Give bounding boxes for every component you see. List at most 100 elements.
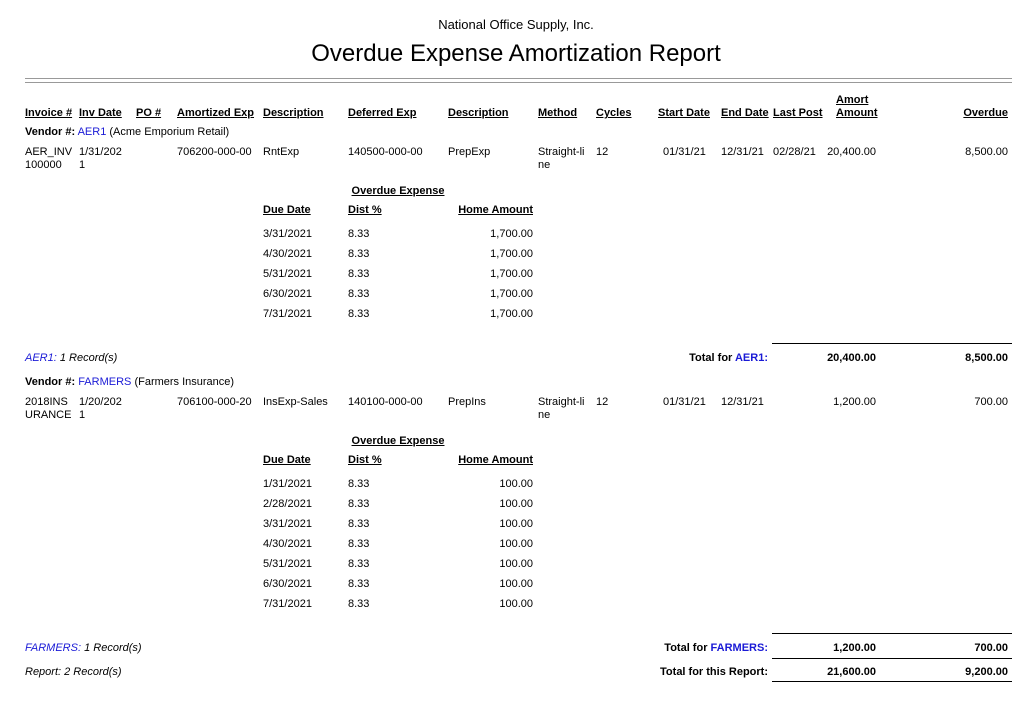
schedule-cell: 4/30/2021 [263,538,312,550]
schedule-cell: 8.33 [348,558,370,570]
invoice-cell: InsExp-Sales [263,396,328,408]
schedule-cell: 100.00 [499,498,533,510]
schedule-cell: 8.33 [348,308,370,320]
schedule-cell: 7/31/2021 [263,308,312,320]
records-code: FARMERS: [25,642,82,654]
vendor-total-amort: 20,400.00 [827,352,876,364]
column-header: Invoice # [25,107,73,119]
rule-line [25,78,1012,79]
schedule-cell: 8.33 [348,498,370,510]
report-records: Report: 2 Record(s) [25,666,122,678]
schedule-cell: 100.00 [499,558,533,570]
schedule-header: Due Date [263,204,311,216]
schedule-cell: 8.33 [348,248,370,260]
schedule-header: Due Date [263,454,311,466]
invoice-cell: Straight-line [538,396,585,421]
company-name: National Office Supply, Inc. [438,17,594,32]
invoice-cell: RntExp [263,146,300,158]
vendor-line: Vendor #: AER1 (Acme Emporium Retail) [25,126,229,139]
schedule-cell: 8.33 [348,538,370,550]
vendor-total-label: Total for AER1: [689,352,768,365]
schedule-cell: 8.33 [348,228,370,240]
schedule-header: Dist % [348,454,382,466]
schedule-cell: 8.33 [348,478,370,490]
invoice-cell: 01/31/21 [663,396,706,408]
schedule-cell: 6/30/2021 [263,288,312,300]
invoice-cell: PrepIns [448,396,486,408]
invoice-cell: 1,200.00 [833,396,876,408]
rule-line [772,343,1012,344]
schedule-cell: 5/31/2021 [263,268,312,280]
invoice-cell: 140100-000-00 [348,396,423,408]
rule-line [772,658,1012,659]
vendor-total-label: Total for FARMERS: [664,642,768,655]
schedule-cell: 1,700.00 [490,288,533,300]
schedule-cell: 100.00 [499,478,533,490]
column-header: Description [448,107,509,119]
report-total-overdue: 9,200.00 [965,666,1008,678]
column-header: Amort Amount [836,94,878,119]
schedule-cell: 3/31/2021 [263,518,312,530]
report-total-label: Total for this Report: [660,666,768,678]
schedule-cell: 1,700.00 [490,248,533,260]
schedule-title: Overdue Expense [351,185,445,197]
column-header: Deferred Exp [348,107,417,119]
vendor-total-amort: 1,200.00 [833,642,876,654]
invoice-cell: 1/20/2021 [79,396,122,421]
column-header: Amortized Exp [177,107,255,119]
vendor-label: Vendor #: [25,376,76,388]
vendor-label: Vendor #: [25,126,76,138]
total-label: Total for [664,642,708,654]
vendor-records: AER1: 1 Record(s) [25,352,117,365]
schedule-cell: 8.33 [348,598,370,610]
vendor-line: Vendor #: FARMERS (Farmers Insurance) [25,376,234,389]
column-header: Last Post [773,107,823,119]
schedule-cell: 8.33 [348,578,370,590]
rule-line [25,82,1012,83]
total-code: FARMERS: [710,642,768,654]
schedule-cell: 100.00 [499,578,533,590]
schedule-cell: 4/30/2021 [263,248,312,260]
invoice-cell: 8,500.00 [965,146,1008,158]
report-title: Overdue Expense Amortization Report [311,40,721,67]
vendor-total-overdue: 8,500.00 [965,352,1008,364]
records-code: AER1: [25,352,57,364]
schedule-cell: 3/31/2021 [263,228,312,240]
schedule-cell: 1,700.00 [490,308,533,320]
invoice-cell: 2018INSURANCE [25,396,72,421]
invoice-cell: 706200-000-00 [177,146,252,158]
invoice-cell: 02/28/21 [773,146,816,158]
schedule-header: Home Amount [458,204,533,216]
schedule-cell: 2/28/2021 [263,498,312,510]
schedule-header: Dist % [348,204,382,216]
invoice-cell: 12/31/21 [721,396,764,408]
invoice-cell: 700.00 [974,396,1008,408]
column-header: Description [263,107,324,119]
total-label: Total for [689,352,733,364]
schedule-cell: 8.33 [348,268,370,280]
invoice-cell: AER_INV100000 [25,146,73,171]
schedule-cell: 1,700.00 [490,268,533,280]
invoice-cell: 12 [596,396,609,408]
column-header: Start Date [658,107,710,119]
invoice-cell: PrepExp [448,146,491,158]
column-header: PO # [136,107,162,119]
invoice-cell: 12/31/21 [721,146,764,158]
column-header: End Date [721,107,769,119]
schedule-cell: 100.00 [499,538,533,550]
schedule-cell: 5/31/2021 [263,558,312,570]
total-code: AER1: [734,352,768,364]
vendor-code: AER1 [77,126,107,138]
records-count: 1 Record(s) [59,352,118,364]
schedule-title: Overdue Expense [351,435,445,447]
invoice-cell: 01/31/21 [663,146,706,158]
rule-line [772,681,1012,682]
report-total-amort: 21,600.00 [827,666,876,678]
invoice-cell: 20,400.00 [827,146,876,158]
vendor-name: (Acme Emporium Retail) [109,126,230,138]
column-header: Method [538,107,578,119]
schedule-cell: 100.00 [499,518,533,530]
schedule-cell: 8.33 [348,518,370,530]
schedule-cell: 6/30/2021 [263,578,312,590]
